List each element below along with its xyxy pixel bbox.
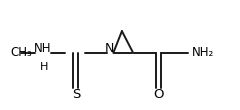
Text: O: O bbox=[153, 88, 163, 101]
Text: N: N bbox=[105, 42, 114, 55]
Text: S: S bbox=[72, 88, 80, 101]
Text: CH₃: CH₃ bbox=[10, 46, 32, 59]
Text: NH: NH bbox=[34, 42, 51, 55]
Text: NH₂: NH₂ bbox=[192, 46, 214, 59]
Text: H: H bbox=[39, 62, 48, 72]
